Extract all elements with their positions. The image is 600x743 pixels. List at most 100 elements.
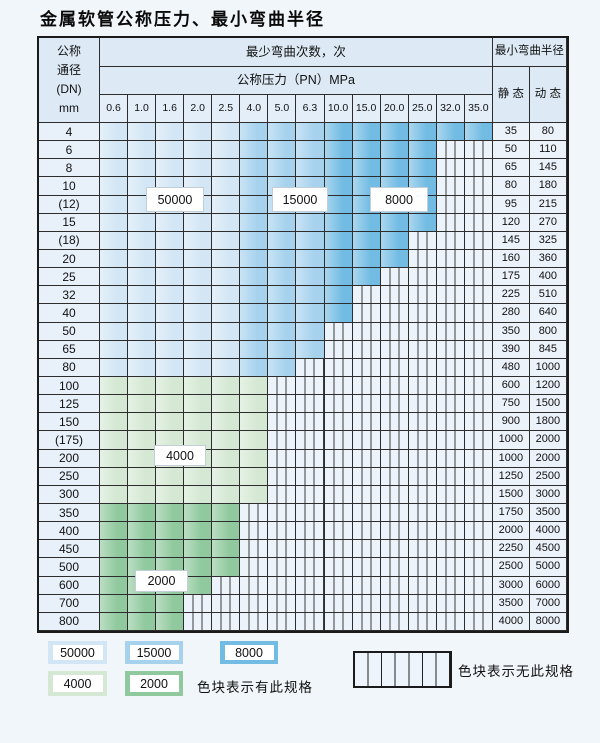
spec-unavailable-cell	[408, 413, 437, 432]
spec-unavailable-cell	[380, 358, 409, 377]
cycle-count-label: 15000	[273, 188, 327, 211]
spec-unavailable-cell	[436, 558, 465, 577]
static-radius-value: 65	[492, 159, 530, 178]
spec-available-cell	[352, 141, 381, 160]
spec-available-cell	[100, 195, 129, 214]
spec-available-cell	[100, 141, 129, 160]
spec-unavailable-cell	[324, 558, 353, 577]
spec-unavailable-cell	[408, 612, 437, 631]
dn-row-label: 350	[39, 503, 100, 523]
spec-unavailable-cell	[268, 522, 297, 541]
spec-unavailable-cell	[296, 540, 325, 559]
pressure-col-header: 32.0	[436, 95, 465, 123]
spec-unavailable-cell	[324, 522, 353, 541]
spec-available-cell	[184, 123, 213, 142]
spec-available-cell	[128, 286, 157, 305]
spec-unavailable-cell	[464, 268, 493, 287]
spec-available-cell	[184, 485, 213, 504]
spec-available-cell	[268, 322, 297, 341]
pressure-col-header: 35.0	[464, 95, 493, 123]
static-column-header: 静 态	[492, 67, 530, 123]
spec-unavailable-cell	[240, 522, 269, 541]
dynamic-radius-value: 800	[529, 322, 567, 341]
spec-unavailable-cell	[352, 612, 381, 631]
spec-available-cell	[212, 213, 241, 232]
dn-row-label: (18)	[39, 231, 100, 250]
spec-available-cell	[156, 413, 185, 432]
spec-unavailable-cell	[380, 322, 409, 341]
spec-unavailable-cell	[464, 485, 493, 504]
spec-unavailable-cell	[464, 522, 493, 541]
dn-row-label: 125	[39, 395, 100, 414]
spec-unavailable-cell	[408, 268, 437, 287]
spec-unavailable-cell	[296, 612, 325, 631]
dynamic-radius-value: 2500	[529, 467, 567, 486]
spec-available-cell	[128, 358, 157, 377]
spec-unavailable-cell	[296, 467, 325, 486]
static-radius-value: 225	[492, 286, 530, 305]
spec-unavailable-cell	[408, 594, 437, 613]
spec-unavailable-cell	[464, 213, 493, 232]
dn-row-label: 8	[39, 159, 100, 178]
spec-available-cell	[296, 159, 325, 178]
static-radius-value: 95	[492, 195, 530, 214]
spec-available-cell	[268, 141, 297, 160]
spec-available-cell	[100, 576, 129, 595]
spec-available-cell	[212, 395, 241, 414]
spec-unavailable-cell	[380, 449, 409, 468]
spec-unavailable-cell	[408, 376, 437, 396]
spec-table: 公称 通径 (DN) mm 最少弯曲次数，次 最小弯曲半径 公称压力（PN）MPa 静…	[37, 36, 569, 633]
spec-unavailable-cell	[352, 322, 381, 341]
spec-unavailable-cell	[380, 268, 409, 287]
spec-unavailable-cell	[464, 503, 493, 523]
spec-unavailable-cell	[324, 612, 353, 631]
dynamic-radius-value: 180	[529, 177, 567, 196]
spec-available-cell	[184, 268, 213, 287]
spec-available-cell	[184, 358, 213, 377]
static-radius-value: 900	[492, 413, 530, 432]
spec-unavailable-cell	[408, 231, 437, 250]
spec-unavailable-cell	[268, 376, 297, 396]
spec-available-cell	[156, 340, 185, 359]
spec-unavailable-cell	[352, 431, 381, 450]
spec-available-cell	[128, 431, 157, 450]
spec-unavailable-cell	[408, 485, 437, 504]
spec-unavailable-cell	[324, 431, 353, 450]
legend-swatch-50000: 50000	[48, 641, 107, 664]
spec-unavailable-cell	[436, 358, 465, 377]
spec-available-cell	[268, 304, 297, 323]
spec-available-cell	[212, 177, 241, 196]
spec-available-cell	[324, 177, 353, 196]
static-radius-value: 120	[492, 213, 530, 232]
spec-available-cell	[240, 431, 269, 450]
spec-unavailable-cell	[296, 449, 325, 468]
spec-available-cell	[100, 268, 129, 287]
spec-unavailable-cell	[324, 322, 353, 341]
spec-available-cell	[324, 123, 353, 142]
spec-unavailable-cell	[352, 540, 381, 559]
spec-unavailable-cell	[184, 594, 213, 613]
legend-absent-text: 色块表示无此规格	[458, 664, 574, 679]
spec-unavailable-cell	[296, 522, 325, 541]
spec-unavailable-cell	[268, 449, 297, 468]
spec-unavailable-cell	[240, 576, 269, 595]
spec-available-cell	[184, 213, 213, 232]
spec-unavailable-cell	[464, 467, 493, 486]
spec-unavailable-cell	[436, 540, 465, 559]
spec-unavailable-cell	[408, 576, 437, 595]
spec-available-cell	[156, 123, 185, 142]
spec-unavailable-cell	[352, 286, 381, 305]
spec-available-cell	[212, 304, 241, 323]
spec-unavailable-cell	[380, 485, 409, 504]
dynamic-radius-value: 1500	[529, 395, 567, 414]
spec-available-cell	[324, 213, 353, 232]
spec-available-cell	[212, 249, 241, 269]
dynamic-radius-value: 3500	[529, 503, 567, 523]
spec-available-cell	[240, 485, 269, 504]
spec-unavailable-cell	[380, 576, 409, 595]
spec-available-cell	[100, 213, 129, 232]
spec-unavailable-cell	[436, 413, 465, 432]
spec-unavailable-cell	[324, 540, 353, 559]
spec-unavailable-cell	[240, 503, 269, 523]
spec-available-cell	[100, 376, 129, 396]
